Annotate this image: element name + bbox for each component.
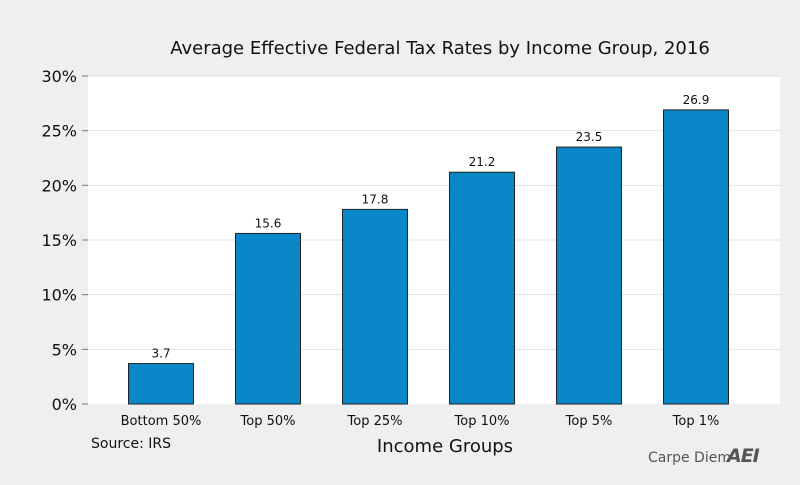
- brand-text: Carpe Diem: [648, 450, 731, 466]
- x-axis-label: Income Groups: [376, 436, 514, 457]
- data-label: 3.7: [151, 347, 170, 361]
- y-tick-label: 10%: [41, 286, 77, 305]
- x-tick-label: Bottom 50%: [121, 414, 202, 429]
- data-label: 21.2: [469, 155, 496, 169]
- y-tick-label: 20%: [41, 176, 77, 195]
- data-label: 26.9: [683, 93, 710, 107]
- data-label: 17.8: [362, 192, 389, 206]
- data-label: 23.5: [576, 130, 603, 144]
- y-tick-label: 25%: [41, 122, 77, 141]
- y-tick-label: 5%: [52, 340, 77, 359]
- x-tick-label: Top 25%: [347, 414, 403, 429]
- bar: [556, 146, 622, 405]
- bar: [342, 208, 408, 405]
- x-tick-label: Top 5%: [565, 414, 613, 429]
- y-tick-label: 0%: [52, 395, 77, 414]
- data-label: 15.6: [255, 216, 282, 230]
- bar: [235, 232, 301, 405]
- source-note: Source: IRS: [91, 436, 171, 452]
- bar: [449, 171, 515, 405]
- aei-logo: AEI: [727, 445, 760, 467]
- bar: [128, 363, 194, 405]
- chart-title: Average Effective Federal Tax Rates by I…: [170, 38, 710, 59]
- bar: [663, 109, 729, 405]
- y-tick-label: 30%: [41, 67, 77, 86]
- x-tick-label: Top 1%: [672, 414, 720, 429]
- x-tick-label: Top 50%: [240, 414, 296, 429]
- x-tick-label: Top 10%: [454, 414, 510, 429]
- y-tick-label: 15%: [41, 231, 77, 250]
